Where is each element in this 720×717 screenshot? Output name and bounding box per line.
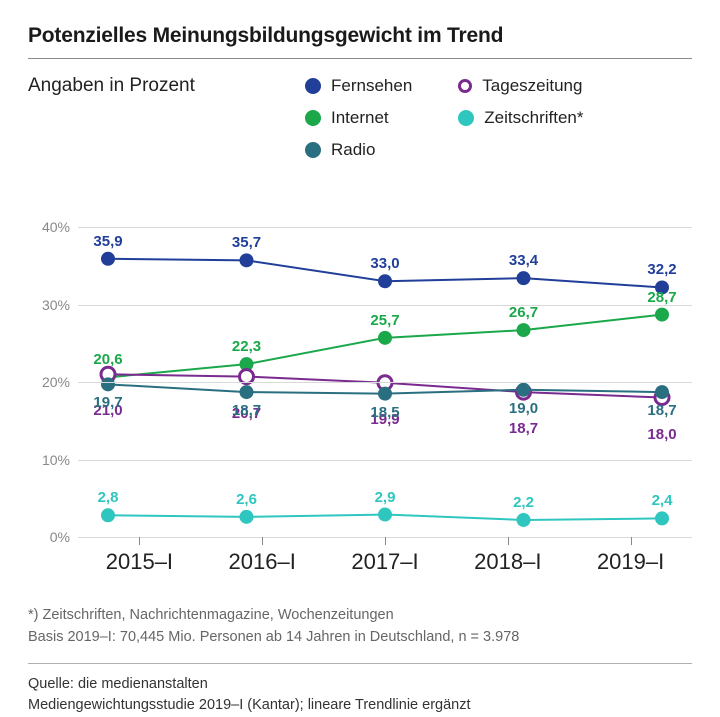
legend-item: Fernsehen xyxy=(305,76,412,96)
series-marker xyxy=(517,513,531,527)
series-value-label: 2,2 xyxy=(513,494,534,511)
series-marker xyxy=(378,331,392,345)
chart: 0%10%20%30%40%35,935,733,033,432,220,622… xyxy=(28,227,692,587)
series-value-label: 33,0 xyxy=(370,255,399,272)
series-marker xyxy=(240,385,254,399)
legend-label: Fernsehen xyxy=(331,76,412,96)
legend-label: Zeitschriften* xyxy=(484,108,583,128)
series-value-label: 19,7 xyxy=(93,394,122,411)
legend-label: Internet xyxy=(331,108,389,128)
legend-item: Internet xyxy=(305,108,412,128)
footnote-line-1: *) Zeitschriften, Nachrichtenmagazine, W… xyxy=(28,605,692,627)
series-value-label: 35,7 xyxy=(232,234,261,251)
x-axis-label: 2015–I xyxy=(78,549,201,575)
footnote-line-2: Basis 2019–I: 70,445 Mio. Personen ab 14… xyxy=(28,627,692,649)
legend-dot-icon xyxy=(305,78,321,94)
x-axis: 2015–I2016–I2017–I2018–I2019–I xyxy=(78,537,692,587)
series-marker xyxy=(101,377,115,391)
series-value-label: 26,7 xyxy=(509,304,538,321)
series-marker xyxy=(655,385,669,399)
legend-dot-icon xyxy=(458,110,474,126)
source: Quelle: die medienanstalten Mediengewich… xyxy=(28,674,692,717)
series-marker xyxy=(517,323,531,337)
series-value-label: 20,6 xyxy=(93,351,122,368)
x-axis-label: 2016–I xyxy=(201,549,324,575)
series-value-label: 18,7 xyxy=(232,402,261,419)
source-line-1: Quelle: die medienanstalten xyxy=(28,674,692,696)
series-value-label: 25,7 xyxy=(370,312,399,329)
y-axis-label: 30% xyxy=(30,297,70,313)
series-value-label: 2,4 xyxy=(652,492,673,509)
series-value-label: 22,3 xyxy=(232,338,261,355)
legend-item: Tageszeitung xyxy=(458,76,583,96)
y-axis-label: 0% xyxy=(30,529,70,545)
gridline xyxy=(78,227,692,228)
series-value-label: 28,7 xyxy=(647,289,676,306)
legend-label: Radio xyxy=(331,140,375,160)
gridline xyxy=(78,382,692,383)
series-value-label: 32,2 xyxy=(647,261,676,278)
x-axis-label: 2018–I xyxy=(446,549,569,575)
series-marker xyxy=(240,253,254,267)
series-marker xyxy=(378,274,392,288)
legend-dot-icon xyxy=(305,142,321,158)
legend-dot-icon xyxy=(305,110,321,126)
x-axis-label: 2019–I xyxy=(569,549,692,575)
series-marker xyxy=(378,508,392,522)
series-marker xyxy=(101,252,115,266)
legend-item: Zeitschriften* xyxy=(458,108,583,128)
footnote: *) Zeitschriften, Nachrichtenmagazine, W… xyxy=(28,605,692,649)
y-axis-label: 20% xyxy=(30,374,70,390)
legend-dot-icon xyxy=(458,79,472,93)
divider-bottom xyxy=(28,663,692,664)
plot-area: 0%10%20%30%40%35,935,733,033,432,220,622… xyxy=(78,227,692,537)
legend-item: Radio xyxy=(305,140,412,160)
gridline xyxy=(78,460,692,461)
series-value-label: 18,7 xyxy=(647,402,676,419)
y-axis-label: 40% xyxy=(30,219,70,235)
gridline xyxy=(78,305,692,306)
series-value-label: 18,5 xyxy=(370,404,399,421)
chart-title: Potenzielles Meinungsbildungsgewicht im … xyxy=(28,24,692,48)
series-value-label: 2,9 xyxy=(375,489,396,506)
legend-label: Tageszeitung xyxy=(482,76,582,96)
x-axis-label: 2017–I xyxy=(324,549,447,575)
series-marker xyxy=(101,508,115,522)
series-value-label: 19,0 xyxy=(509,400,538,417)
series-marker xyxy=(517,271,531,285)
series-value-label: 33,4 xyxy=(509,252,538,269)
source-line-2: Mediengewichtungsstudie 2019–I (Kantar);… xyxy=(28,695,692,717)
series-marker xyxy=(517,383,531,397)
legend: Fernsehen Tageszeitung Internet Zeitschrift… xyxy=(305,76,583,160)
divider-top xyxy=(28,58,692,59)
series-value-label: 35,9 xyxy=(93,233,122,250)
series-value-label: 2,8 xyxy=(98,489,119,506)
series-value-label: 18,7 xyxy=(509,420,538,437)
series-marker xyxy=(378,387,392,401)
y-axis-label: 10% xyxy=(30,452,70,468)
series-marker xyxy=(655,308,669,322)
series-marker xyxy=(240,510,254,524)
series-value-label: 18,0 xyxy=(647,426,676,443)
series-value-label: 2,6 xyxy=(236,491,257,508)
series-marker xyxy=(655,511,669,525)
